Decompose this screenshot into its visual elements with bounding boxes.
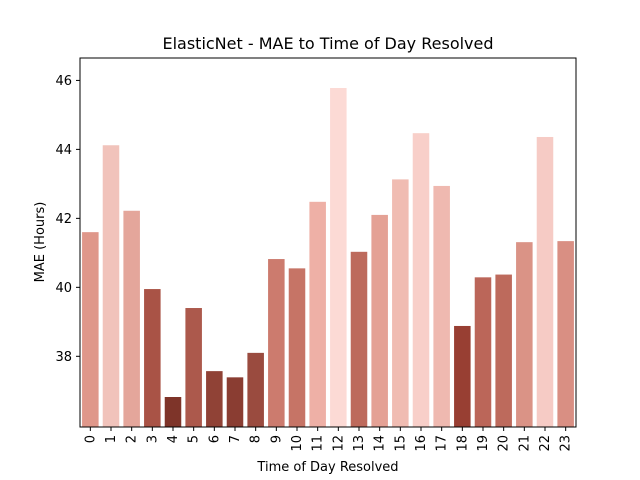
x-tick-label: 5 <box>187 435 202 443</box>
bar-11 <box>309 201 326 427</box>
x-tick-label: 7 <box>228 435 243 443</box>
bar-19 <box>474 277 492 427</box>
bar-14 <box>371 214 388 427</box>
plot-frame <box>79 57 577 428</box>
y-tick-label: 42 <box>55 212 72 227</box>
x-tick-label: 13 <box>352 435 367 452</box>
x-tick-label: 3 <box>145 435 160 443</box>
bar-17 <box>433 185 450 427</box>
x-tick-label: 2 <box>125 435 140 443</box>
x-tick-label: 22 <box>538 435 553 452</box>
bar-16 <box>412 133 430 427</box>
x-tick-label: 1 <box>104 435 119 443</box>
x-tick-label: 8 <box>249 435 264 443</box>
bar-22 <box>536 136 554 427</box>
x-tick-label: 11 <box>311 435 326 452</box>
x-tick-label: 6 <box>207 435 222 443</box>
bar-10 <box>288 268 306 427</box>
x-tick-label: 0 <box>83 435 98 443</box>
x-tick-label: 16 <box>414 435 429 452</box>
bar-4 <box>164 397 182 427</box>
y-tick-label: 40 <box>55 281 72 296</box>
bar-8 <box>247 352 264 427</box>
x-axis-ticks: 0 1 2 3 4 5 6 7 8 9 10 11 12 13 14 15 16 17 18 19 20 21 22 23 <box>83 427 574 452</box>
x-tick-label: 9 <box>269 435 284 443</box>
y-tick-label: 46 <box>55 74 72 89</box>
bar-23 <box>557 241 574 427</box>
bar-9 <box>268 259 285 427</box>
bar-1 <box>102 145 120 427</box>
x-tick-label: 19 <box>476 435 491 452</box>
x-tick-label: 23 <box>559 435 574 452</box>
bar-12 <box>330 88 347 427</box>
bar-2 <box>123 210 140 427</box>
bar-7 <box>226 377 244 427</box>
x-tick-label: 20 <box>497 435 512 452</box>
chart-title: ElasticNet - MAE to Time of Day Resolved <box>162 34 493 53</box>
bar-5 <box>185 308 202 427</box>
bar-20 <box>495 274 512 427</box>
x-tick-label: 10 <box>290 435 305 452</box>
y-axis-label: MAE (Hours) <box>33 202 48 283</box>
x-tick-label: 14 <box>373 435 388 452</box>
y-axis-ticks: 38 40 42 44 46 <box>55 74 80 365</box>
x-tick-label: 12 <box>331 435 346 452</box>
bar-21 <box>516 242 533 427</box>
x-tick-label: 18 <box>455 435 470 452</box>
x-tick-label: 21 <box>517 435 532 452</box>
bar-15 <box>392 179 409 427</box>
bar-18 <box>454 325 471 427</box>
bar-0 <box>82 232 99 427</box>
x-tick-label: 4 <box>166 435 181 443</box>
x-tick-label: 17 <box>435 435 450 452</box>
bars-group <box>82 88 574 427</box>
y-tick-label: 38 <box>55 350 72 365</box>
x-axis-label: Time of Day Resolved <box>256 460 398 475</box>
bar-13 <box>350 251 368 427</box>
x-tick-label: 15 <box>393 435 408 452</box>
y-tick-label: 44 <box>55 143 72 158</box>
bar-6 <box>206 371 223 427</box>
bar-3 <box>144 289 161 427</box>
